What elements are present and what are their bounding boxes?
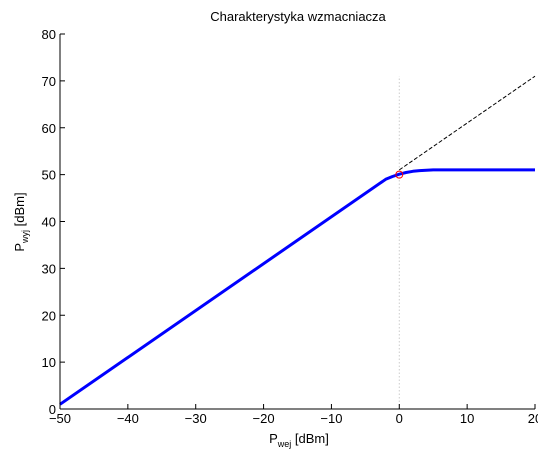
x-tick-label: −40 [117, 411, 139, 426]
x-tick-label: −30 [185, 411, 207, 426]
x-tick-label: 20 [528, 411, 538, 426]
y-tick-label: 80 [42, 27, 56, 42]
x-tick-label: 10 [460, 411, 474, 426]
axes: −50 −40 −30 −20 −10 0 10 20 0 10 20 30 40 50 60 70 80 [42, 27, 538, 426]
y-axis-label: Pwyj [dBm] [12, 192, 30, 251]
x-tick-label: 0 [396, 411, 403, 426]
y-tick-label: 70 [42, 74, 56, 89]
x-axis-label: Pwej [dBm] [269, 431, 329, 449]
y-tick-label: 40 [42, 215, 56, 230]
compression-point-marker [395, 170, 404, 179]
x-tick-label: −50 [49, 411, 71, 426]
y-tick-label: 10 [42, 355, 56, 370]
y-tick-label: 0 [49, 402, 56, 417]
chart-title: Charakterystyka wzmacniacza [210, 9, 386, 24]
y-tick-label: 60 [42, 121, 56, 136]
amplifier-characteristic-line [59, 168, 535, 406]
y-tick-label: 20 [42, 308, 56, 323]
x-tick-label: −10 [320, 411, 342, 426]
y-tick-label: 50 [42, 168, 56, 183]
x-tick-label: −20 [253, 411, 275, 426]
plot-area [59, 75, 536, 409]
y-tick-label: 30 [42, 261, 56, 276]
linear-extrapolation-line [399, 75, 536, 171]
